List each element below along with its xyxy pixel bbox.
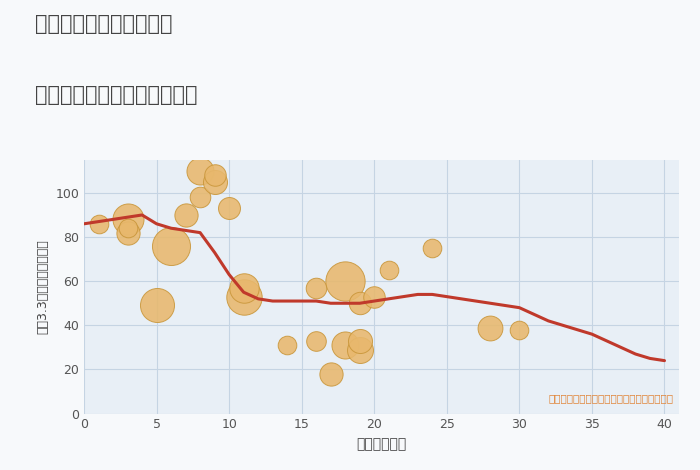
Point [325, 370, 336, 377]
Point [427, 244, 438, 252]
Point [122, 229, 133, 236]
Point [383, 266, 394, 274]
Point [122, 225, 133, 232]
Point [369, 293, 380, 300]
Point [484, 324, 496, 331]
Point [93, 220, 104, 227]
Point [238, 293, 249, 300]
Point [311, 284, 322, 291]
Point [311, 337, 322, 345]
Point [281, 341, 293, 349]
Point [354, 346, 365, 353]
Point [354, 337, 365, 345]
Point [209, 178, 220, 186]
Point [340, 277, 351, 285]
Point [195, 167, 206, 174]
Y-axis label: 坪（3.3㎡）単価（万円）: 坪（3.3㎡）単価（万円） [36, 239, 50, 334]
Point [180, 211, 191, 219]
Point [238, 284, 249, 291]
Point [165, 242, 176, 250]
X-axis label: 築年数（年）: 築年数（年） [356, 437, 407, 451]
Text: 築年数別中古マンション価格: 築年数別中古マンション価格 [35, 85, 197, 105]
Point [195, 194, 206, 201]
Text: 三重県桑名市長島町間々: 三重県桑名市長島町間々 [35, 14, 172, 34]
Point [122, 216, 133, 223]
Point [354, 299, 365, 307]
Point [209, 172, 220, 179]
Point [340, 341, 351, 349]
Point [223, 204, 235, 212]
Text: 円の大きさは、取引のあった物件面積を示す: 円の大きさは、取引のあった物件面積を示す [548, 393, 673, 403]
Point [514, 326, 525, 334]
Point [151, 302, 162, 309]
